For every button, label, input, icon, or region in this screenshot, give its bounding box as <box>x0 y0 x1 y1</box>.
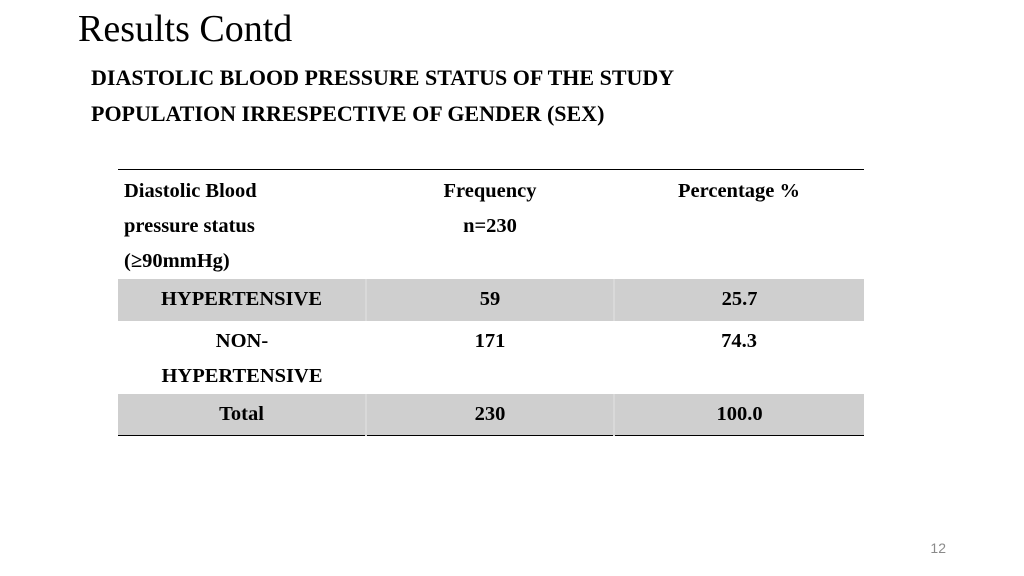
table-caption-line-2: POPULATION IRRESPECTIVE OF GENDER (SEX) <box>91 101 605 126</box>
table-caption-line-1: DIASTOLIC BLOOD PRESSURE STATUS OF THE S… <box>91 65 675 90</box>
table-row-non-hypertensive: NON- HYPERTENSIVE 171 74.3 <box>118 321 864 394</box>
header-frequency-line-2: n=230 <box>463 215 517 237</box>
table-caption: DIASTOLIC BLOOD PRESSURE STATUS OF THE S… <box>91 60 851 132</box>
cell-status: Total <box>118 394 366 436</box>
header-percentage-label: Percentage % <box>678 180 800 202</box>
cell-percentage: 74.3 <box>614 321 864 394</box>
header-status-line-3: (≥90mmHg) <box>124 250 230 272</box>
blood-pressure-table: Diastolic Blood pressure status (≥90mmHg… <box>118 169 864 436</box>
header-status-line-1: Diastolic Blood <box>124 180 257 202</box>
slide-title: Results Contd <box>78 8 293 50</box>
header-frequency-line-1: Frequency <box>443 180 537 202</box>
header-status-line-2: pressure status <box>124 215 255 237</box>
cell-frequency: 59 <box>365 279 614 321</box>
table-row-hypertensive: HYPERTENSIVE 59 25.7 <box>118 279 864 321</box>
table-header-row: Diastolic Blood pressure status (≥90mmHg… <box>118 169 864 280</box>
cell-status: HYPERTENSIVE <box>118 279 366 321</box>
cell-status-line-1: NON- <box>215 330 269 352</box>
header-status: Diastolic Blood pressure status (≥90mmHg… <box>118 170 366 280</box>
table-row-total: Total 230 100.0 <box>118 394 864 436</box>
header-frequency: Frequency n=230 <box>366 170 614 280</box>
page-number: 12 <box>930 540 946 556</box>
cell-status-line-2: HYPERTENSIVE <box>161 365 323 387</box>
cell-frequency: 230 <box>365 394 614 436</box>
cell-status: NON- HYPERTENSIVE <box>118 321 366 394</box>
header-percentage: Percentage % <box>614 170 864 280</box>
cell-frequency: 171 <box>366 321 614 394</box>
cell-percentage: 25.7 <box>613 279 864 321</box>
cell-percentage: 100.0 <box>613 394 864 436</box>
